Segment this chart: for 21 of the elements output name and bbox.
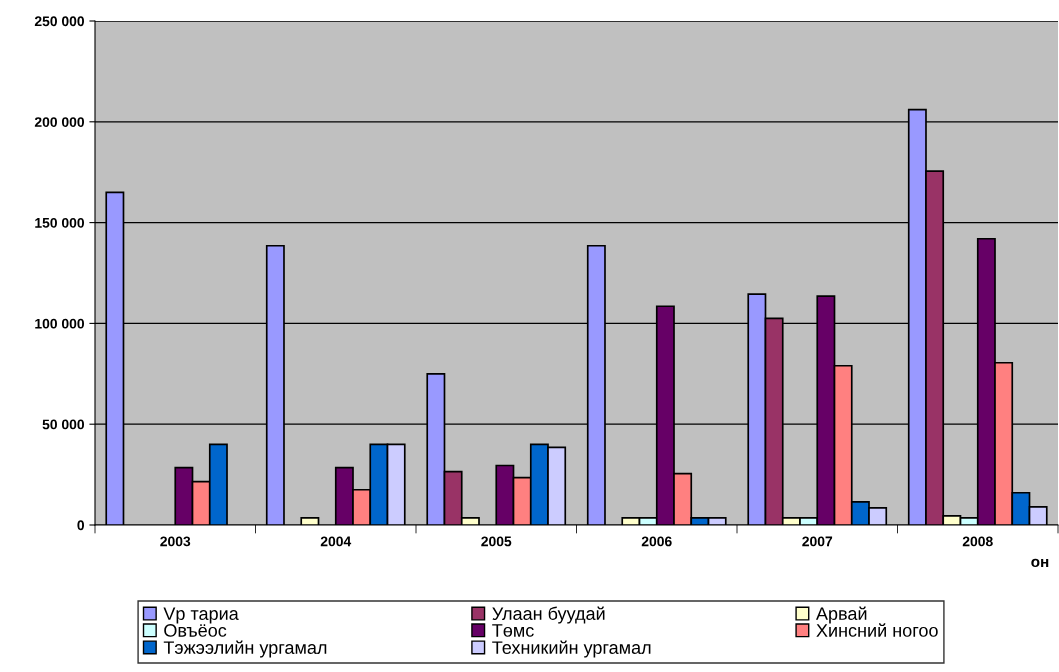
x-tick-label: 2003 bbox=[160, 536, 191, 547]
x-tick-label: 2006 bbox=[641, 536, 672, 547]
legend-label: Хинсний ногоо bbox=[816, 623, 938, 637]
legend-label: Арвай bbox=[815, 606, 867, 624]
legend-label: Төмс bbox=[492, 624, 534, 637]
x-tick-label: 2005 bbox=[481, 536, 512, 547]
legend-label: Улаан буудай bbox=[492, 606, 605, 624]
y-tick-label: 50 000 bbox=[42, 419, 85, 430]
y-tick-label: 100 000 bbox=[35, 318, 85, 329]
x-tick-label: 2008 bbox=[962, 536, 993, 547]
legend-label: Техникийн ургамал bbox=[492, 640, 651, 658]
x-tick-label: 2007 bbox=[802, 536, 833, 547]
x-axis-title: он bbox=[1031, 558, 1049, 568]
y-tick-label: 0 bbox=[77, 520, 85, 531]
legend-label: Овъёос bbox=[164, 624, 227, 637]
x-tick-label: 2004 bbox=[320, 536, 352, 547]
legend-label: Тэжээлийн ургамал bbox=[163, 640, 327, 658]
y-tick-label: 150 000 bbox=[35, 217, 85, 228]
y-tick-label: 200 000 bbox=[34, 117, 85, 127]
y-tick-label: 250 000 bbox=[34, 16, 85, 27]
legend-label: Vp тариа bbox=[163, 607, 239, 624]
